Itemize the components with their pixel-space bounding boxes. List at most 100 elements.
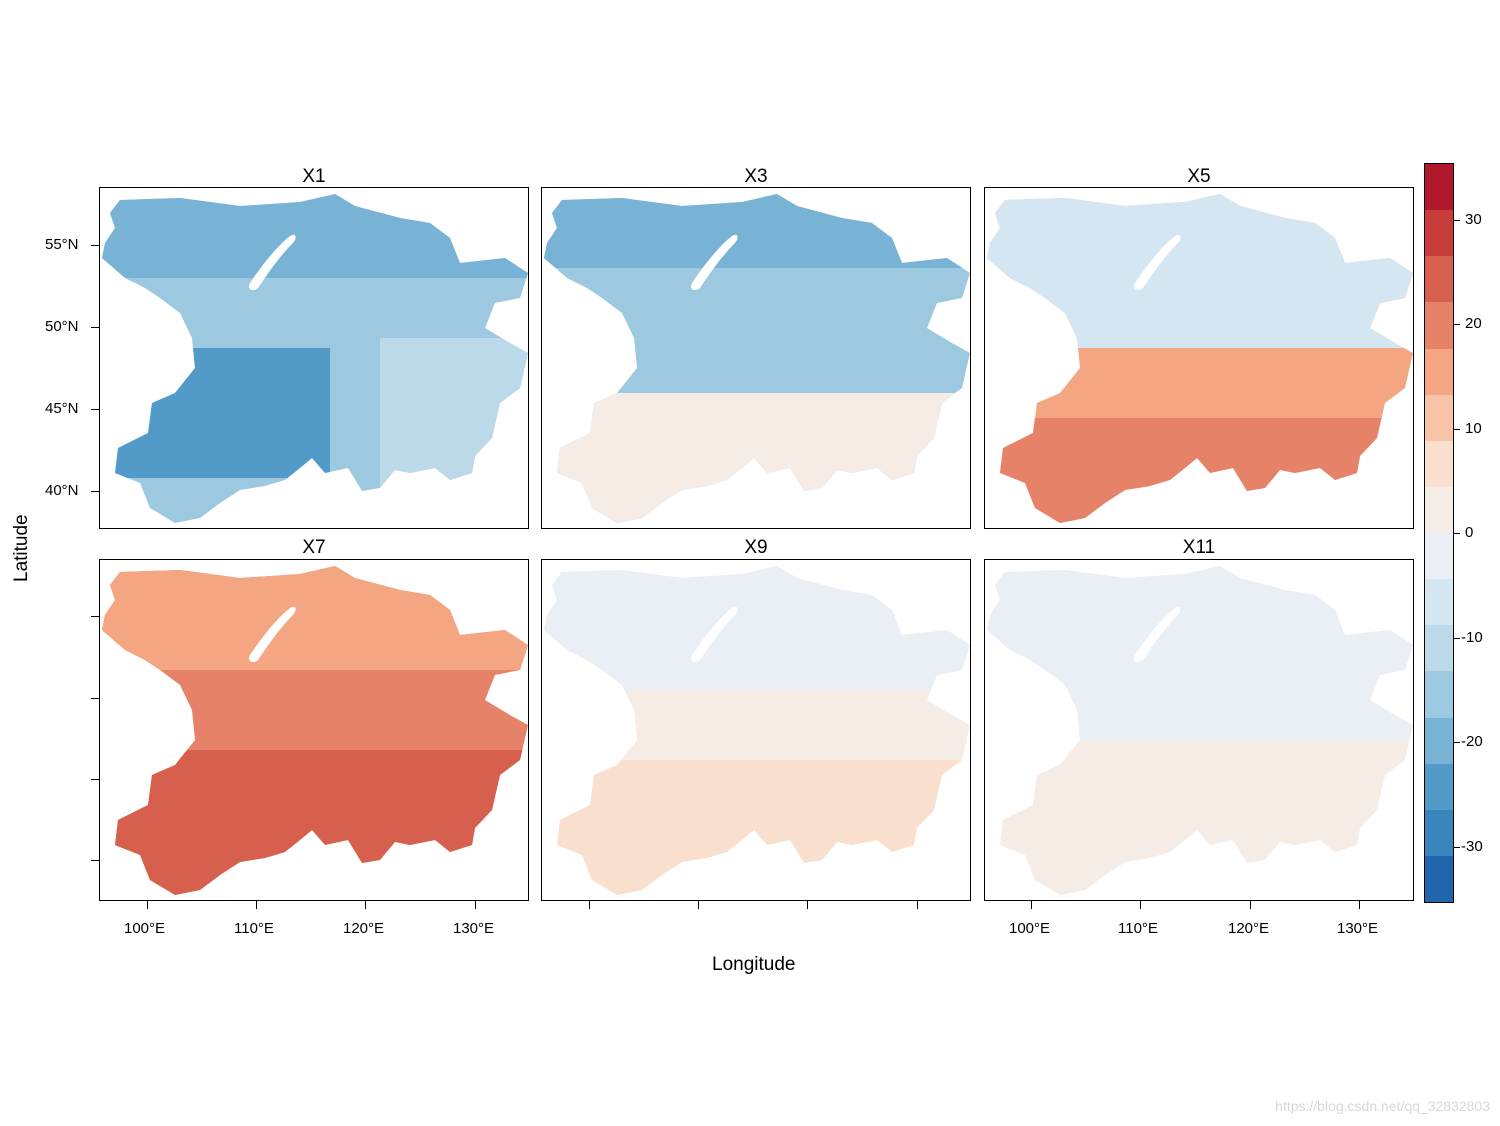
lake-baikal: [690, 606, 738, 663]
map-svg: [544, 194, 970, 523]
x-tick-label: 130°E: [1337, 920, 1379, 937]
colorbar-segment: [1425, 717, 1453, 765]
x-tick-label: 100°E: [1009, 920, 1051, 937]
colorbar-tick-mark: [1454, 533, 1460, 534]
panel-title-x7: X7: [302, 537, 326, 558]
y-tick-mark: [91, 779, 99, 780]
colorbar-tick-label: 10: [1465, 420, 1482, 437]
x-tick-mark: [365, 901, 366, 909]
map-panel-x1: [99, 187, 529, 529]
colorbar-segment: [1425, 164, 1453, 212]
colorbar-tick-label: -10: [1461, 629, 1483, 646]
panel-title-x11: X11: [1182, 537, 1216, 558]
map-panel-x9: [541, 559, 971, 901]
watermark: https://blog.csdn.net/qq_32832803: [1275, 1098, 1490, 1114]
colorbar-segment: [1425, 486, 1453, 534]
colorbar-tick-mark: [1454, 324, 1460, 325]
map-svg: [544, 566, 970, 895]
colorbar-segment: [1425, 533, 1453, 581]
colorbar-tick-label: -30: [1461, 838, 1483, 855]
y-tick-label: 55°N: [45, 236, 79, 253]
x-tick-label: 120°E: [343, 920, 385, 937]
north-zone: [102, 194, 528, 278]
south-zone: [102, 750, 528, 895]
colorbar-segment: [1425, 210, 1453, 258]
lake-baikal: [690, 234, 738, 291]
south-zone: [987, 740, 1413, 895]
south-zone: [987, 418, 1413, 523]
north-zone: [102, 566, 528, 670]
x-tick-mark: [475, 901, 476, 909]
colorbar-tick-label: 0: [1465, 524, 1474, 541]
y-tick-mark: [91, 245, 99, 246]
x-tick-mark: [917, 901, 918, 909]
panel-title-x5: X5: [1187, 166, 1211, 187]
y-tick-label: 45°N: [45, 400, 79, 417]
colorbar-tick-mark: [1454, 638, 1460, 639]
colorbar-segment: [1425, 256, 1453, 304]
lake-baikal: [248, 606, 296, 663]
colorbar-segment: [1425, 440, 1453, 488]
colorbar-tick-mark: [1454, 742, 1460, 743]
x-tick-mark: [1250, 901, 1251, 909]
y-tick-label: 40°N: [45, 482, 79, 499]
colorbar-segment: [1425, 302, 1453, 350]
y-axis-title: Latitude: [11, 514, 32, 582]
east-zone: [380, 338, 528, 488]
colorbar-segment: [1425, 809, 1453, 857]
map-svg: [102, 566, 528, 895]
north-zone: [987, 194, 1413, 348]
x-tick-label: 110°E: [1118, 920, 1158, 937]
x-tick-label: 110°E: [234, 920, 274, 937]
x-tick-mark: [807, 901, 808, 909]
north-zone: [544, 566, 970, 690]
colorbar-segment: [1425, 348, 1453, 396]
y-tick-mark: [91, 491, 99, 492]
colorbar-segment: [1425, 625, 1453, 673]
colorbar-tick-label: -20: [1461, 733, 1483, 750]
map-svg: [987, 194, 1413, 523]
x-tick-label: 120°E: [1228, 920, 1270, 937]
colorbar-segment: [1425, 671, 1453, 719]
y-tick-mark: [91, 409, 99, 410]
colorbar-tick-label: 30: [1465, 211, 1482, 228]
map-panel-x11: [984, 559, 1414, 901]
map-svg: [102, 194, 528, 523]
x-tick-mark: [256, 901, 257, 909]
lake-baikal: [1133, 234, 1181, 291]
north-zone: [987, 566, 1413, 670]
map-svg: [987, 566, 1413, 895]
y-tick-mark: [91, 860, 99, 861]
colorbar-segment: [1425, 763, 1453, 811]
south-zone: [544, 393, 970, 523]
colorbar-tick-label: 20: [1465, 315, 1482, 332]
colorbar-segment: [1425, 579, 1453, 627]
x-tick-mark: [698, 901, 699, 909]
y-tick-label: 50°N: [45, 318, 79, 335]
colorbar-tick-mark: [1454, 220, 1460, 221]
southwest-zone: [102, 348, 330, 478]
map-panel-x7: [99, 559, 529, 901]
panel-title-x9: X9: [744, 537, 768, 558]
x-tick-mark: [589, 901, 590, 909]
colorbar-tick-mark: [1454, 847, 1460, 848]
panel-title-x3: X3: [744, 166, 768, 187]
north-zone: [544, 194, 970, 268]
map-panel-x5: [984, 187, 1414, 529]
colorbar: [1424, 163, 1454, 903]
x-axis-title: Longitude: [712, 954, 796, 975]
x-tick-label: 130°E: [453, 920, 495, 937]
panel-title-x1: X1: [302, 166, 326, 187]
x-tick-label: 100°E: [124, 920, 166, 937]
colorbar-segment: [1425, 394, 1453, 442]
x-tick-mark: [1140, 901, 1141, 909]
colorbar-tick-mark: [1454, 429, 1460, 430]
y-tick-mark: [91, 327, 99, 328]
lake-baikal: [248, 234, 296, 291]
colorbar-segment: [1425, 855, 1453, 902]
y-tick-mark: [91, 616, 99, 617]
x-tick-mark: [1359, 901, 1360, 909]
x-tick-mark: [147, 901, 148, 909]
map-panel-x3: [541, 187, 971, 529]
x-tick-mark: [1031, 901, 1032, 909]
